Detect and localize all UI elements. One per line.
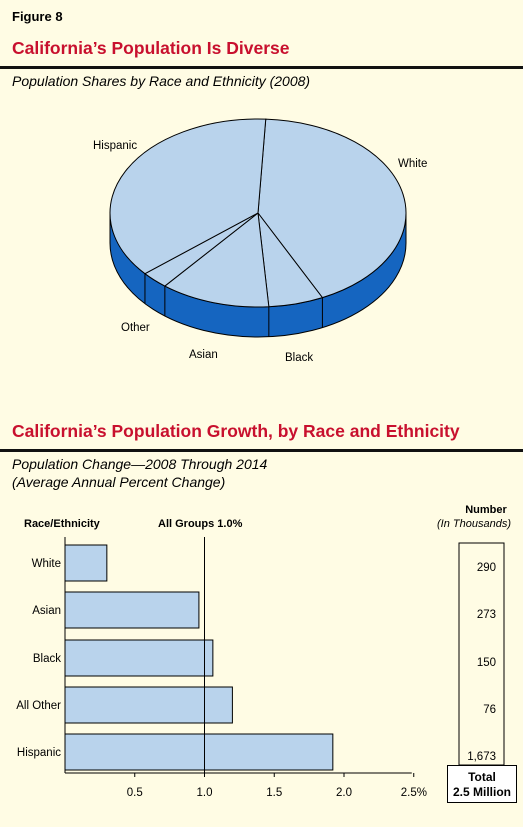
number-column-box bbox=[458, 542, 505, 766]
x-tick-label-2: 1.5 bbox=[266, 787, 282, 799]
figure-label: Figure 8 bbox=[12, 9, 63, 24]
number-value-white: 290 bbox=[477, 562, 496, 574]
total-label: Total bbox=[468, 770, 496, 784]
total-box: Total 2.5 Million bbox=[447, 765, 517, 803]
race-column-header: Race/Ethnicity bbox=[24, 518, 100, 530]
number-value-black: 150 bbox=[477, 657, 496, 669]
category-label-white: White bbox=[32, 558, 61, 570]
number-value-all-other: 76 bbox=[483, 704, 496, 716]
x-tick-label-4: 2.5% bbox=[401, 787, 427, 799]
x-tick-label-1: 1.0 bbox=[197, 787, 213, 799]
pie-label-black: Black bbox=[285, 352, 313, 364]
bar-subtitle-line2: (Average Annual Percent Change) bbox=[12, 474, 226, 490]
pie-label-other: Other bbox=[121, 322, 150, 334]
total-value: 2.5 Million bbox=[452, 785, 511, 799]
pie-subtitle: Population Shares by Race and Ethnicity … bbox=[12, 73, 311, 89]
pie-label-hispanic: Hispanic bbox=[93, 140, 137, 152]
bar-white bbox=[64, 544, 108, 582]
pie-slice-asian bbox=[163, 212, 270, 308]
pie-chart: White Black Asian Other Hispanic bbox=[93, 118, 427, 364]
bar-asian bbox=[64, 591, 200, 629]
number-value-hispanic: 1,673 bbox=[467, 751, 496, 763]
x-tick-label-3: 2.0 bbox=[336, 787, 352, 799]
bar-section-title: California’s Population Growth, by Race … bbox=[12, 421, 460, 441]
bar-black bbox=[64, 639, 214, 677]
category-label-black: Black bbox=[33, 653, 61, 665]
pie-title-rule bbox=[0, 66, 523, 69]
number-column-header: Number bbox=[465, 504, 507, 516]
category-label-all-other: All Other bbox=[16, 700, 61, 712]
x-tick-label-0: 0.5 bbox=[127, 787, 143, 799]
pie-slice-hispanic bbox=[109, 118, 267, 275]
pie-slice-white bbox=[257, 118, 407, 299]
all-groups-header: All Groups 1.0% bbox=[158, 518, 243, 530]
category-label-asian: Asian bbox=[32, 605, 61, 617]
pie-label-asian: Asian bbox=[189, 349, 218, 361]
bar-title-rule bbox=[0, 449, 523, 452]
bar-hispanic bbox=[64, 733, 334, 771]
pie-section-title: California’s Population Is Diverse bbox=[12, 38, 290, 58]
bar-subtitle-line1: Population Change—2008 Through 2014 bbox=[12, 456, 268, 472]
number-unit-header: (In Thousands) bbox=[437, 518, 511, 530]
bar-all-other bbox=[64, 686, 233, 724]
pie-label-white: White bbox=[398, 158, 427, 170]
number-value-asian: 273 bbox=[477, 609, 496, 621]
category-label-hispanic: Hispanic bbox=[17, 747, 61, 759]
